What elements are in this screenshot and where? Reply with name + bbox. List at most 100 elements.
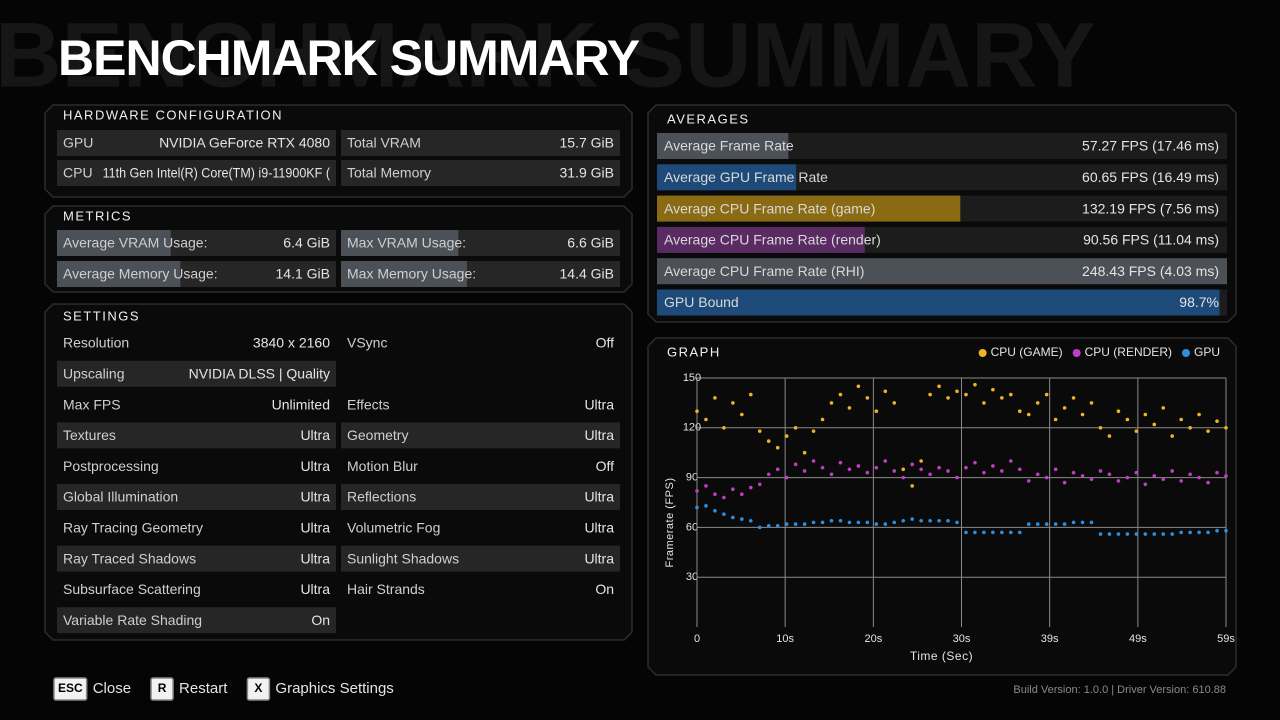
- data-point: [829, 518, 834, 523]
- data-point: [1125, 417, 1130, 422]
- data-point: [1035, 472, 1040, 477]
- section-title: GRAPH: [667, 344, 721, 359]
- data-point: [1197, 412, 1201, 417]
- setting-label: Sunlight Shadows: [347, 550, 459, 566]
- legend-swatch: [1181, 349, 1190, 357]
- data-point: [1044, 522, 1049, 526]
- data-point: [766, 472, 771, 477]
- legend-label: CPU (GAME): [991, 345, 1063, 359]
- page-title: BENCHMARK SUMMARY: [58, 30, 640, 86]
- data-point: [793, 462, 798, 467]
- data-point: [713, 492, 717, 497]
- data-point: [1000, 396, 1004, 400]
- row-background: [341, 160, 620, 186]
- data-point: [695, 409, 699, 414]
- data-point: [722, 426, 726, 430]
- data-point: [991, 387, 995, 392]
- data-point: [1062, 480, 1067, 485]
- data-point: [973, 382, 977, 387]
- build-info: Build Version: 1.0.0 | Driver Version: 6…: [1013, 684, 1226, 696]
- legend-label: CPU (RENDER): [1085, 345, 1172, 359]
- data-point: [820, 417, 825, 422]
- section-title: HARDWARE CONFIGURATION: [63, 107, 283, 122]
- data-point: [1107, 532, 1112, 536]
- data-point: [775, 445, 780, 450]
- setting-value: 3840 x 2160: [253, 335, 330, 351]
- ghost-title: BENCHMARK SUMMARY: [0, 4, 1096, 106]
- data-point: [982, 401, 986, 405]
- data-point: [946, 518, 950, 523]
- key-glyph[interactable]: ESC: [58, 681, 83, 695]
- x-axis-label: Time (Sec): [910, 649, 973, 663]
- setting-value: Ultra: [300, 550, 330, 566]
- data-point: [793, 426, 798, 430]
- data-point: [1161, 477, 1166, 482]
- average-bar: [657, 258, 1227, 285]
- section-title: AVERAGES: [667, 111, 750, 126]
- key-glyph[interactable]: X: [254, 681, 262, 695]
- key-box[interactable]: [150, 677, 174, 701]
- data-point: [1170, 469, 1175, 473]
- data-point: [1215, 470, 1219, 475]
- data-point: [748, 485, 753, 490]
- y-axis-label: Framerate (FPS): [664, 477, 676, 567]
- setting-value: Ultra: [300, 581, 330, 597]
- setting-value: Ultra: [584, 489, 614, 505]
- setting-value: 6.6 GiB: [567, 235, 614, 251]
- data-point: [892, 469, 897, 473]
- button-label[interactable]: Close: [93, 680, 131, 697]
- setting-label: Ray Tracing Geometry: [63, 520, 203, 536]
- data-point: [1116, 532, 1121, 536]
- row-background: [57, 545, 336, 572]
- setting-value: Ultra: [584, 550, 614, 566]
- data-point: [820, 520, 825, 525]
- data-point: [1134, 429, 1139, 433]
- data-point: [722, 512, 726, 516]
- data-point: [757, 429, 762, 433]
- data-point: [1071, 520, 1076, 525]
- x-tick-label: 0: [694, 633, 700, 645]
- setting-value: Ultra: [300, 427, 330, 443]
- data-point: [964, 392, 968, 397]
- button-label[interactable]: Graphics Settings: [275, 680, 393, 697]
- data-point: [1035, 401, 1040, 405]
- data-point: [1215, 419, 1219, 423]
- data-point: [1098, 532, 1103, 536]
- setting-label: Effects: [347, 396, 390, 412]
- data-point: [1080, 474, 1085, 478]
- setting-value: NVIDIA DLSS | Quality: [189, 366, 330, 382]
- data-point: [919, 518, 923, 523]
- data-point: [1053, 467, 1058, 472]
- row-background: [57, 422, 336, 449]
- setting-value: Ultra: [584, 427, 614, 443]
- setting-label: Average Memory Usage:: [63, 266, 218, 282]
- setting-value: Ultra: [300, 458, 330, 474]
- data-point: [856, 384, 861, 389]
- data-point: [955, 520, 959, 525]
- setting-label: Volumetric Fog: [347, 520, 440, 536]
- button-label[interactable]: Restart: [179, 680, 228, 697]
- data-point: [1224, 528, 1228, 533]
- data-point: [964, 530, 968, 535]
- data-point: [713, 509, 717, 513]
- data-point: [1161, 406, 1166, 410]
- data-point: [928, 472, 932, 477]
- data-point: [1009, 392, 1013, 397]
- data-point: [865, 396, 870, 400]
- data-point: [1152, 532, 1157, 536]
- average-value: 90.56 FPS (11.04 ms): [1083, 232, 1219, 248]
- setting-label: Resolution: [63, 335, 129, 351]
- data-point: [1080, 412, 1085, 417]
- key-box[interactable]: [53, 677, 88, 701]
- legend-swatch: [978, 349, 987, 357]
- data-point: [1170, 532, 1175, 536]
- key-glyph[interactable]: R: [158, 681, 167, 695]
- data-point: [802, 469, 807, 473]
- data-point: [766, 439, 771, 443]
- data-point: [713, 396, 717, 400]
- key-box[interactable]: [246, 677, 271, 701]
- data-point: [1026, 479, 1031, 483]
- data-point: [829, 401, 834, 405]
- data-point: [1089, 520, 1094, 525]
- data-point: [982, 470, 986, 475]
